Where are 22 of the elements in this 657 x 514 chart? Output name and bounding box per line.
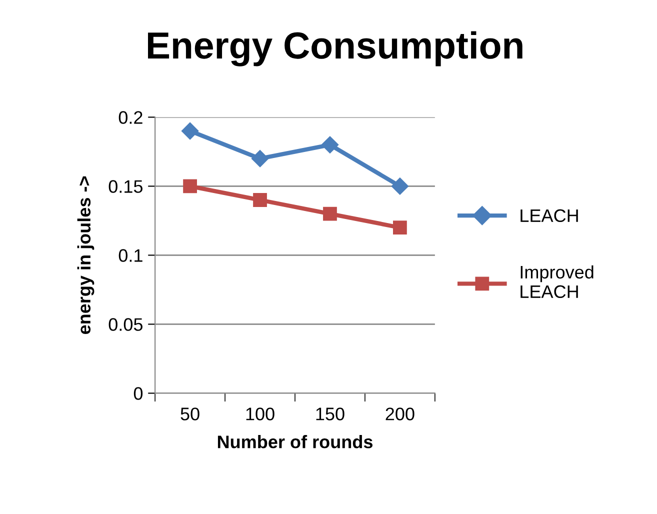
y-tick-label: 0.2	[118, 111, 142, 124]
x-axis-title: Number of rounds	[218, 435, 372, 448]
point	[321, 136, 339, 154]
x-tick-label: 50	[180, 408, 200, 420]
y-tick-label: 0.1	[118, 249, 142, 262]
point	[251, 150, 269, 168]
chart-title: Energy Consumption	[148, 31, 522, 66]
y-tick-label: 0.05	[108, 318, 142, 331]
y-tick-label: 0	[134, 387, 143, 400]
legend-label: Improved LEACH	[520, 265, 594, 298]
point	[183, 179, 197, 194]
point	[253, 193, 267, 207]
x-tick-label: 150	[316, 408, 344, 420]
point	[323, 206, 337, 221]
y-axis-title: energy in joules ->	[77, 176, 94, 334]
y-tick-label: 0.15	[108, 180, 142, 193]
point	[181, 122, 199, 140]
x-tick-label: 100	[246, 408, 274, 420]
legend-label: LEACH	[520, 209, 578, 222]
point	[391, 178, 408, 195]
point	[393, 220, 407, 235]
x-tick-label: 200	[386, 408, 414, 420]
